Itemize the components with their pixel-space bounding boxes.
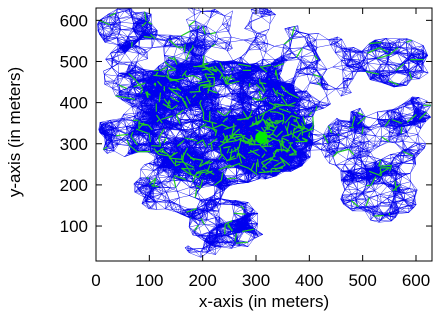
x-axis-ticks: 0 100 200 300 400 500 600 [91, 8, 430, 290]
y-tick-label: 400 [60, 94, 88, 113]
highlighted-links [99, 11, 431, 244]
sink-node-layer [255, 131, 268, 144]
y-tick-label: 500 [60, 52, 88, 71]
green-links [99, 11, 431, 244]
x-tick-label: 0 [91, 271, 100, 290]
x-tick-label: 500 [348, 271, 376, 290]
plot-frame [95, 7, 433, 262]
x-tick-label: 300 [242, 271, 270, 290]
y-tick-label: 600 [60, 11, 88, 30]
y-axis-ticks: 100 200 300 400 500 600 [60, 11, 432, 236]
x-tick-label: 200 [188, 271, 216, 290]
y-tick-label: 300 [60, 135, 88, 154]
x-axis-title: x-axis (in meters) [199, 292, 329, 311]
y-axis-title: y-axis (in meters) [5, 67, 24, 197]
x-tick-label: 400 [295, 271, 323, 290]
sink-node-marker [255, 131, 268, 144]
y-tick-label: 100 [60, 217, 88, 236]
x-tick-label: 600 [402, 271, 430, 290]
y-tick-label: 200 [60, 176, 88, 195]
x-tick-label: 100 [135, 271, 163, 290]
